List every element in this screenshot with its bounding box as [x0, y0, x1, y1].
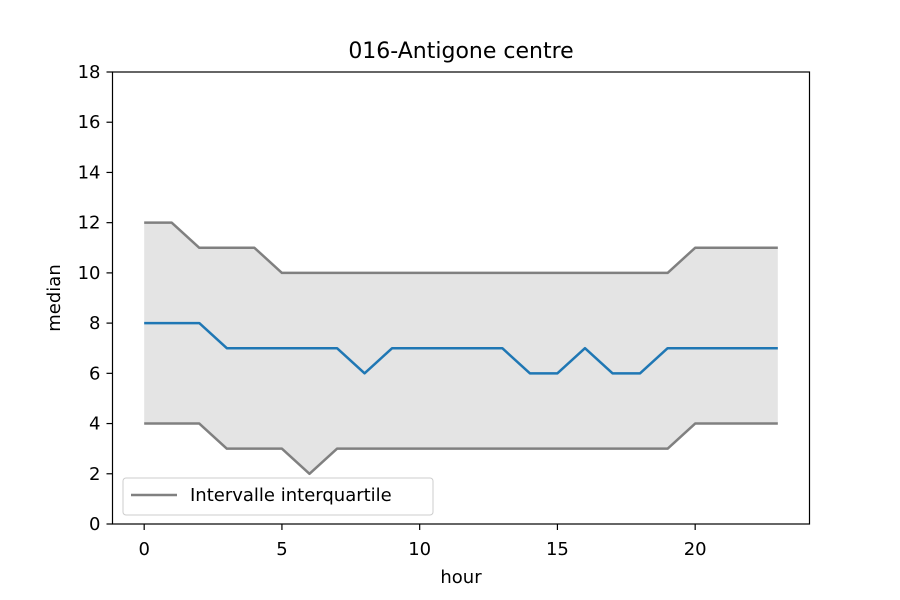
x-axis-label: hour [440, 567, 482, 588]
x-axis: 0 5 10 15 20 [138, 524, 707, 560]
y-tick-label: 2 [89, 464, 100, 485]
x-tick-label: 5 [276, 539, 287, 560]
upper-quartile-line [144, 221, 778, 275]
y-tick-label: 16 [78, 112, 101, 133]
x-tick-label: 0 [138, 539, 149, 560]
axes-frame [111, 71, 811, 525]
y-tick-label: 10 [78, 263, 101, 284]
y-tick-label: 0 [89, 514, 100, 535]
chart-title: 016-Antigone centre [348, 39, 573, 64]
x-tick-label: 10 [408, 539, 431, 560]
legend-label: Intervalle interquartile [190, 485, 392, 506]
y-axis: 0 2 4 6 8 10 12 14 16 18 [78, 62, 113, 535]
x-tick-label: 20 [684, 539, 707, 560]
y-tick-label: 6 [89, 363, 100, 384]
median-line [144, 321, 778, 375]
legend: Intervalle interquartile [122, 477, 434, 516]
legend-box [122, 477, 434, 516]
y-axis-label: median [44, 264, 65, 331]
x-tick-label: 15 [546, 539, 569, 560]
lower-quartile-line [144, 422, 778, 476]
y-tick-label: 4 [89, 414, 100, 435]
y-tick-label: 14 [78, 162, 101, 183]
y-tick-label: 18 [78, 62, 101, 83]
plot-area [144, 221, 778, 476]
y-tick-label: 12 [78, 213, 101, 234]
y-tick-label: 8 [89, 313, 100, 334]
